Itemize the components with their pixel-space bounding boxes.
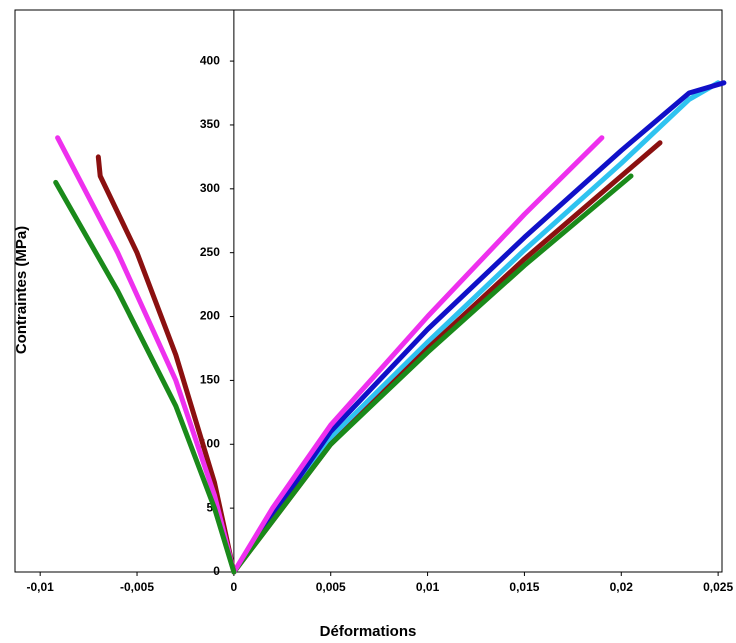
y-tick-label: 250 xyxy=(200,245,220,259)
x-tick-label: -0,005 xyxy=(120,580,154,594)
x-tick-label: 0,02 xyxy=(610,580,634,594)
y-tick-label: 200 xyxy=(200,309,220,323)
x-tick-label: -0,01 xyxy=(27,580,55,594)
series-line xyxy=(95,154,237,575)
series-line xyxy=(53,179,237,575)
x-tick-label: 0,01 xyxy=(416,580,440,594)
series-line xyxy=(231,80,721,575)
x-axis-title: Déformations xyxy=(320,623,417,640)
series-line xyxy=(231,80,727,575)
y-tick-label: 300 xyxy=(200,181,220,195)
x-tick-label: 0,025 xyxy=(703,580,733,594)
x-tick-label: 0 xyxy=(231,580,238,594)
y-axis-title: Contraintes (MPa) xyxy=(13,226,30,354)
y-tick-label: 400 xyxy=(200,53,220,67)
y-tick-label: 350 xyxy=(200,117,220,131)
y-tick-label: 150 xyxy=(200,373,220,387)
x-tick-label: 0,015 xyxy=(509,580,539,594)
series-line xyxy=(231,135,605,575)
x-tick-label: 0,005 xyxy=(316,580,346,594)
plot-border xyxy=(14,9,723,573)
series-line xyxy=(231,173,634,575)
y-tick-label: 0 xyxy=(213,564,220,578)
